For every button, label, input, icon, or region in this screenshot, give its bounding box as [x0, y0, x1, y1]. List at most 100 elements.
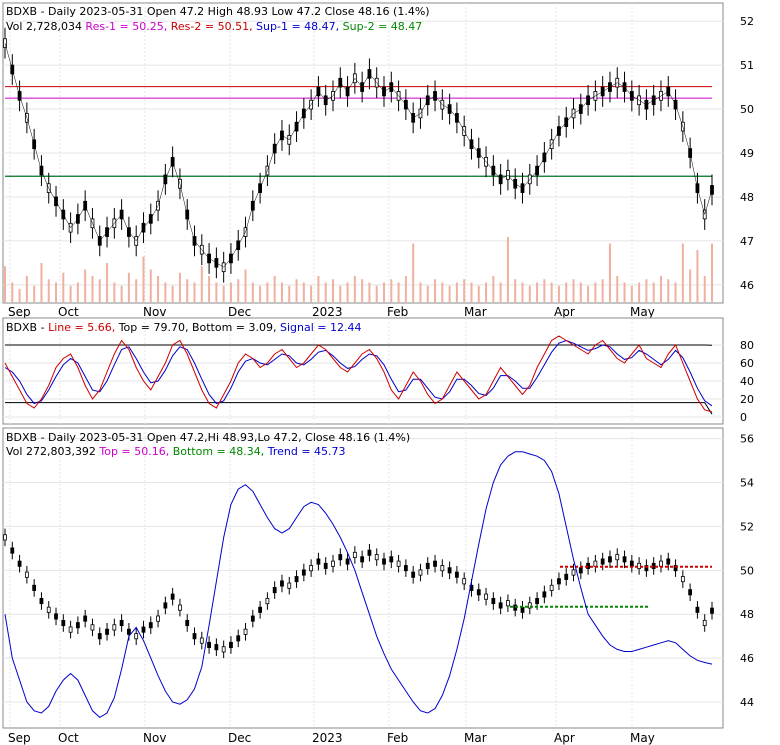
trend-tick-6: 44: [740, 696, 754, 709]
volume-bar: [259, 285, 262, 302]
trend-price-candle: [382, 558, 386, 565]
trend-tick-4: 48: [740, 608, 754, 621]
volume-bar: [521, 282, 524, 302]
price-tick-6: 46: [740, 279, 754, 292]
stoch-legend-4: Signal = 12.44: [277, 321, 362, 334]
trend-price-candle: [338, 554, 343, 561]
volume-bar: [477, 285, 480, 302]
stoch-tick-3: 20: [740, 393, 754, 406]
volume-bar: [157, 276, 160, 302]
price-legend-4: Sup-2 = 48.47: [339, 20, 422, 33]
trend-price-candle: [250, 615, 255, 622]
price-legend-3: Sup-1 = 48.47,: [253, 20, 340, 33]
trend-price-candle: [141, 626, 146, 633]
trend-price-candle: [484, 593, 488, 600]
price-panel-legend: Vol 2,728,034 Res-1 = 50.25, Res-2 = 50.…: [6, 20, 422, 33]
volume-bar: [361, 279, 364, 302]
volume-bar: [674, 282, 677, 302]
stoch-tick-2: 40: [740, 375, 754, 388]
volume-bar: [106, 263, 109, 302]
stochastic-legend: BDXB - Line = 5.66, Top = 79.70, Bottom …: [6, 321, 362, 334]
trend-price-candle: [498, 602, 503, 609]
trend-price-candle: [688, 589, 693, 596]
price-x-label-4: 2023: [312, 305, 343, 319]
volume-bar: [659, 276, 662, 302]
volume-bar: [463, 279, 466, 302]
volume-bar: [339, 285, 342, 302]
trend-price-candle: [258, 606, 263, 613]
price-y-ticks: 52 51 50 49 48 47 46: [740, 15, 754, 292]
volume-bar: [120, 285, 123, 302]
volume-bar: [127, 272, 130, 302]
trend-price-candle: [46, 606, 51, 613]
trend-x-label-6: Mar: [464, 731, 487, 745]
trend-legend-0: Vol 272,803,392: [6, 445, 96, 458]
volume-bar: [91, 276, 94, 302]
trend-price-candle: [243, 628, 248, 635]
volume-bar: [419, 282, 422, 302]
trend-price-candle: [389, 556, 394, 563]
trend-price-candle: [90, 624, 95, 631]
trend-price-candle: [578, 567, 583, 574]
volume-bar: [536, 282, 539, 302]
trend-price-candle: [316, 558, 321, 565]
trend-panel-frame: [2, 427, 724, 729]
trend-price-candle: [294, 576, 299, 583]
volume-bar: [295, 279, 298, 302]
stoch-tick-0: 80: [740, 339, 754, 352]
trend-x-label-4: 2023: [312, 731, 343, 745]
volume-bar: [288, 285, 291, 302]
volume-bar: [229, 282, 232, 302]
volume-bar: [222, 285, 225, 302]
volume-bar: [135, 279, 138, 302]
volume-bar: [368, 282, 371, 302]
price-tick-2: 50: [740, 103, 754, 116]
stoch-legend-1: Line = 5.66,: [45, 321, 116, 334]
trend-panel-legend: Vol 272,803,392 Top = 50.16, Bottom = 48…: [6, 445, 346, 458]
price-panel-title: BDXB - Daily 2023-05-31 Open 47.2 High 4…: [6, 5, 430, 18]
volume-bar: [302, 282, 305, 302]
trend-price-candle: [32, 584, 37, 591]
trend-price-candle: [221, 646, 226, 653]
volume-bar: [266, 282, 269, 302]
trend-price-candle: [199, 637, 204, 644]
volume-bar: [69, 285, 72, 302]
stoch-main-line: [4, 335, 713, 413]
volume-bar: [142, 256, 145, 302]
trend-price-candle: [644, 565, 649, 572]
volume-bar: [572, 279, 575, 302]
trend-price-candle: [68, 626, 73, 633]
trend-price-candle: [301, 569, 306, 576]
volume-bar: [33, 285, 36, 302]
trend-price-candle: [535, 598, 539, 605]
trend-price-candle: [360, 556, 365, 563]
price-x-label-0: Sep: [8, 305, 31, 319]
stoch-signal-line: [4, 339, 713, 407]
price-tick-1: 51: [740, 59, 754, 72]
trend-legend-1: Top = 50.16,: [96, 445, 169, 458]
trend-panel: 56 54 52 50 48 46 44 BDXB - Daily 2023-05-31 O…: [2, 427, 754, 729]
volume-bar: [244, 269, 247, 302]
trend-price-candle: [396, 560, 401, 567]
trend-price-candle: [593, 560, 598, 567]
volume-bar: [485, 282, 488, 302]
trend-price-candle: [520, 606, 525, 613]
price-candle: [3, 38, 7, 48]
volume-bar: [280, 282, 283, 302]
trend-price-candle: [659, 560, 663, 567]
trend-tick-2: 52: [740, 520, 754, 533]
trend-panel-title: BDXB - Daily 2023-05-31 Open 47.2,Hi 48.…: [6, 431, 410, 444]
volume-bar: [390, 279, 393, 302]
trend-price-candle: [666, 558, 671, 565]
volume-bar: [62, 272, 65, 302]
trend-grid: [3, 428, 723, 728]
volume-bar: [499, 282, 502, 302]
trend-price-candle: [462, 578, 467, 585]
trend-price-candle: [54, 613, 58, 620]
trend-tick-3: 50: [740, 564, 754, 577]
price-volume-bars: [4, 237, 713, 302]
trend-price-candle: [272, 587, 277, 594]
trend-price-candle: [185, 619, 190, 627]
volume-bar: [492, 276, 495, 302]
volume-bar: [470, 282, 473, 302]
